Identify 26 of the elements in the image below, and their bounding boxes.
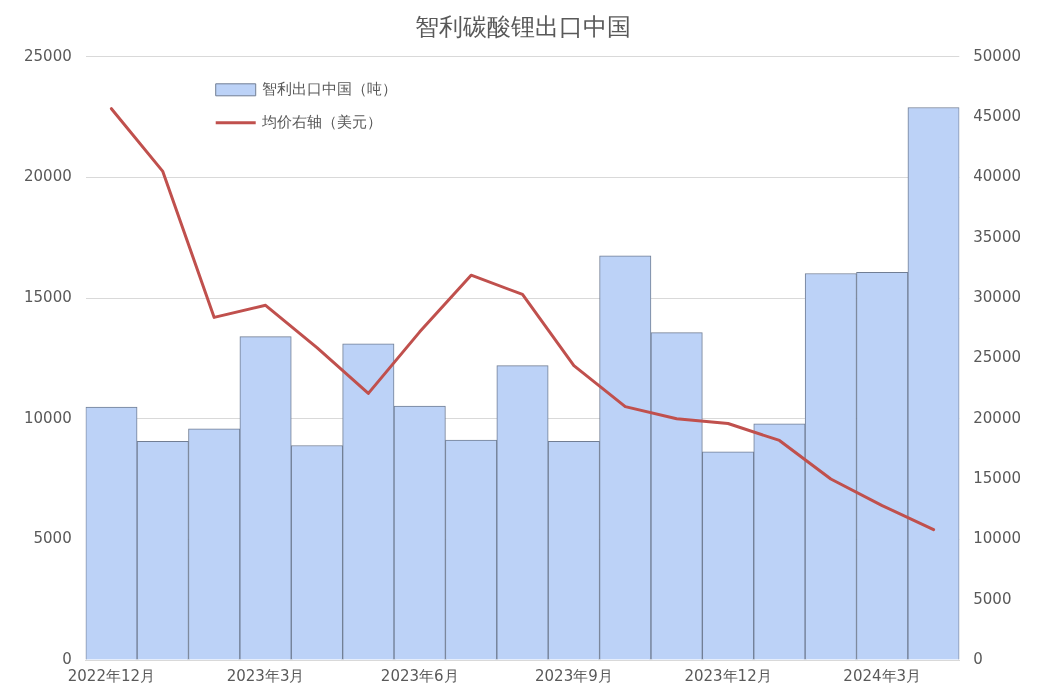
y-tick-label: 20000 [24,167,72,186]
y2-tick-label: 40000 [973,167,1021,186]
x-tick-label: 2023年9月 [535,666,613,685]
y-tick-label: 15000 [24,287,72,306]
y2-tick-label: 50000 [973,46,1021,65]
y2-tick-label: 20000 [973,408,1021,427]
legend-label: 均价右轴（美元） [260,112,382,131]
legend-label: 智利出口中国（吨） [261,79,397,98]
y2-tick-label: 35000 [973,227,1021,246]
x-tick-label: 2024年3月 [843,666,922,685]
x-tick-label: 2023年3月 [226,666,305,685]
y2-tick-label: 45000 [973,107,1021,126]
x-tick-label: 2022年12月 [67,666,156,685]
y2-tick-label: 0 [973,649,983,668]
y-tick-label: 25000 [24,46,72,65]
y-tick-label: 5000 [33,529,72,548]
y2-tick-label: 25000 [973,348,1021,367]
y2-tick-label: 10000 [973,529,1021,548]
y2-tick-label: 30000 [973,287,1021,306]
x-tick-label: 2023年12月 [684,666,772,685]
y2-tick-label: 5000 [973,589,1012,608]
chart-title: 智利碳酸锂出口中国 [414,12,631,41]
y2-tick-label: 15000 [973,468,1021,487]
x-tick-label: 2023年6月 [380,666,459,685]
y-tick-label: 10000 [24,408,72,427]
y-tick-label: 0 [62,649,72,668]
